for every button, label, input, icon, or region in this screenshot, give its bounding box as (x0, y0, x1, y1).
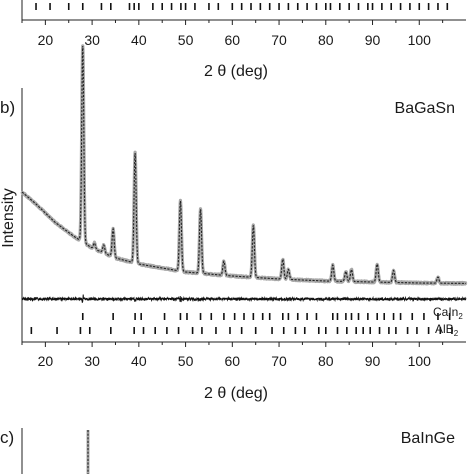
panel-a-x-tick-label-90: 90 (365, 32, 381, 48)
panel-b-x-tick-label-70: 70 (271, 353, 287, 369)
panel-a-x-tick-label-60: 60 (225, 32, 241, 48)
panel-b-x-ticks: 20 30 40 50 60 70 80 90 100 (21, 342, 444, 369)
panel-a-x-tick-label-50: 50 (178, 32, 194, 48)
phase1-reflection-ticks (81, 313, 451, 320)
panel-b-x-axis-label: 2 θ (deg) (204, 385, 268, 402)
phase2-reflection-ticks (30, 327, 453, 334)
panel-a-x-tick-label-20: 20 (38, 32, 54, 48)
panel-b-x-tick-label-60: 60 (225, 353, 241, 369)
panel-a: 20 30 40 50 60 70 80 90 100 2 θ (deg) (21, 0, 466, 80)
panel-b-x-tick-label-90: 90 (365, 353, 381, 369)
calculated-intensity-line (21, 45, 466, 284)
panel-b-x-tick-label-100: 100 (408, 353, 432, 369)
panel-b-y-axis-label: Intensity (0, 188, 17, 248)
panel-a-x-tick-label-30: 30 (84, 32, 100, 48)
panel-b: b) BaGaSn Intensity CaIn2 AlB2 20 30 40 50 6… (0, 44, 468, 402)
panel-c: c) BaInGe (0, 428, 455, 474)
panel-b-x-tick-label-30: 30 (84, 353, 100, 369)
panel-a-x-axis-label: 2 θ (deg) (204, 63, 268, 80)
panel-b-label: b) (0, 98, 15, 117)
difference-line (21, 294, 467, 303)
phase2-label: AlB2 (435, 322, 459, 338)
panel-b-x-tick-label-80: 80 (318, 353, 334, 369)
panel-a-x-tick-label-100: 100 (408, 32, 432, 48)
panel-b-x-tick-label-50: 50 (178, 353, 194, 369)
panel-a-reflection-ticks (35, 3, 449, 10)
observed-intensity-line (20, 44, 468, 286)
panel-b-sample-name: BaGaSn (395, 100, 455, 117)
phase1-label: CaIn2 (433, 305, 463, 321)
panel-b-x-tick-label-40: 40 (131, 353, 147, 369)
panel-c-sample-name: BaInGe (401, 430, 455, 447)
panel-a-x-tick-label-40: 40 (131, 32, 147, 48)
panel-b-x-tick-label-20: 20 (38, 353, 54, 369)
panel-a-x-tick-label-80: 80 (318, 32, 334, 48)
panel-a-x-ticks: 20 30 40 50 60 70 80 90 100 (21, 20, 444, 48)
panel-a-x-tick-label-70: 70 (271, 32, 287, 48)
panel-c-label: c) (0, 428, 14, 447)
